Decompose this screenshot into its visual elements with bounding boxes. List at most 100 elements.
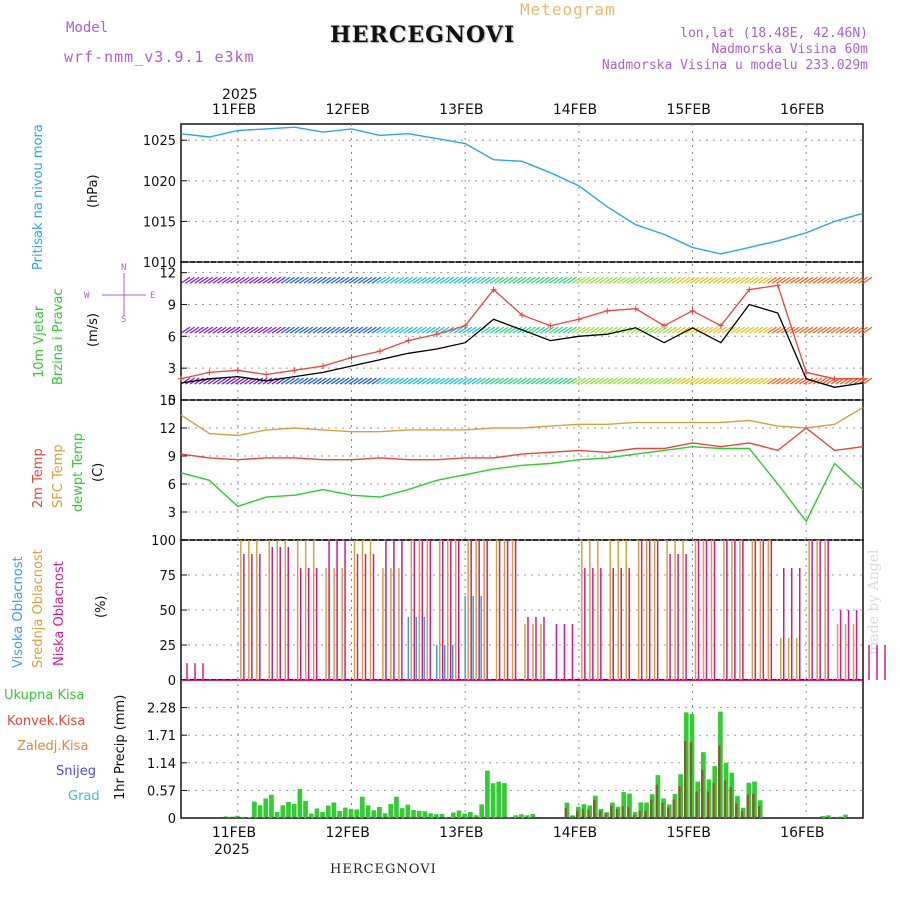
wind-barb — [594, 276, 605, 284]
y-tick-label: 12 — [159, 422, 176, 437]
wind-barb — [698, 276, 709, 284]
top-year-label: 2025 — [222, 87, 258, 103]
precip-conv-bar — [678, 786, 681, 818]
wind-barb — [735, 326, 746, 334]
wind-barb — [421, 326, 432, 334]
y-tick-label: 6 — [168, 478, 176, 493]
y-tick-label: 2.28 — [147, 702, 176, 717]
precip-conv-bar — [706, 791, 710, 818]
precip-total-bar — [382, 813, 388, 818]
wind-gust-marker — [689, 307, 696, 314]
precip-total-bar — [519, 814, 524, 818]
wind-barb — [367, 377, 377, 385]
mid-cloud-ylabel: Srednja Oblacnost — [31, 549, 46, 668]
precip-conv-bar — [649, 799, 653, 818]
wind-barb — [407, 326, 418, 334]
wind-barb — [521, 377, 532, 385]
wind-barb — [457, 276, 468, 284]
precip-total-bar — [263, 798, 269, 818]
wind-barb — [585, 276, 596, 284]
y-tick-label: 1015 — [143, 215, 176, 230]
wind-barb — [535, 377, 546, 385]
wind-barb — [212, 377, 223, 385]
wind-barb — [198, 276, 209, 284]
precip-conv-bar — [627, 806, 630, 818]
wind-barb — [517, 276, 527, 284]
wind-barb — [467, 276, 477, 284]
wind-barb — [785, 377, 796, 385]
wind-barb — [376, 326, 386, 334]
wind-barb — [235, 326, 245, 334]
precip-conv-bar — [570, 816, 573, 818]
wind-barb — [617, 276, 627, 284]
precip-total-bar — [246, 817, 252, 818]
wind-barb — [303, 377, 314, 385]
wind-barb — [339, 326, 350, 334]
wind-barb — [262, 276, 273, 284]
y-tick-label: 3 — [168, 362, 176, 377]
wind-barb — [562, 276, 573, 284]
bottom-date-label: 11FEB — [212, 825, 256, 841]
wind-barb — [426, 276, 436, 284]
wind-barb — [217, 377, 227, 385]
wind-barb — [439, 377, 450, 385]
wind-barb — [680, 326, 691, 334]
wind-barb — [544, 326, 555, 334]
wind-barb — [285, 326, 295, 334]
wind-barb — [326, 377, 336, 385]
precip-conv-bar — [757, 806, 761, 818]
precip-total-bar — [257, 805, 263, 818]
wind-barb — [662, 326, 673, 334]
wind-barb — [830, 276, 841, 284]
wind-barb — [544, 377, 555, 385]
wind-barb — [294, 326, 305, 334]
wind-barb — [653, 326, 664, 334]
wind-barb — [789, 276, 800, 284]
lonlat-label: lon,lat (18.48E, 42.46N) — [680, 26, 868, 41]
wind-barb — [448, 377, 459, 385]
wind-barb — [412, 276, 423, 284]
wind-barb — [276, 326, 286, 334]
wind-barb — [753, 276, 764, 284]
wind-barb — [330, 326, 341, 334]
wind-barb — [271, 276, 282, 284]
precip-total-bar — [274, 811, 280, 818]
wind-barb — [630, 377, 641, 385]
dewpt-line — [180, 445, 864, 523]
wind-barb — [662, 377, 673, 385]
wind-barb — [730, 377, 741, 385]
wind-barb — [394, 326, 405, 334]
precip-conv-bar — [615, 809, 619, 818]
y-tick-label: 0 — [168, 812, 176, 827]
wind-barb — [730, 326, 741, 334]
wind-gust-marker — [462, 322, 469, 329]
wind-barb — [289, 276, 300, 284]
wind-barb — [821, 377, 832, 385]
wind-barb — [426, 326, 436, 334]
wind-barb — [457, 377, 468, 385]
wind-barb — [844, 326, 855, 334]
wind-barb — [417, 377, 427, 385]
wind-barb — [267, 276, 277, 284]
wind-barb — [839, 326, 850, 334]
precip-total-bar — [240, 816, 246, 818]
wind-barb — [539, 276, 550, 284]
precip-total-bar — [399, 808, 405, 818]
wind-barb — [421, 377, 432, 385]
wind-barb — [589, 377, 600, 385]
wind-barb — [380, 377, 391, 385]
precip-total-bar — [269, 794, 274, 818]
wind-gust-marker — [604, 307, 611, 314]
precip-total-bar — [530, 814, 536, 818]
wind-barb — [189, 326, 200, 334]
precip-total-bar — [621, 792, 627, 818]
wind-barb — [317, 326, 327, 334]
wind-barb — [253, 276, 264, 284]
wind-barb — [217, 276, 227, 284]
wind-barb — [708, 377, 718, 385]
wind-barb — [703, 326, 714, 334]
wind-barb — [758, 326, 768, 334]
precip-conv-bar — [632, 815, 636, 818]
wind-barb — [385, 377, 395, 385]
